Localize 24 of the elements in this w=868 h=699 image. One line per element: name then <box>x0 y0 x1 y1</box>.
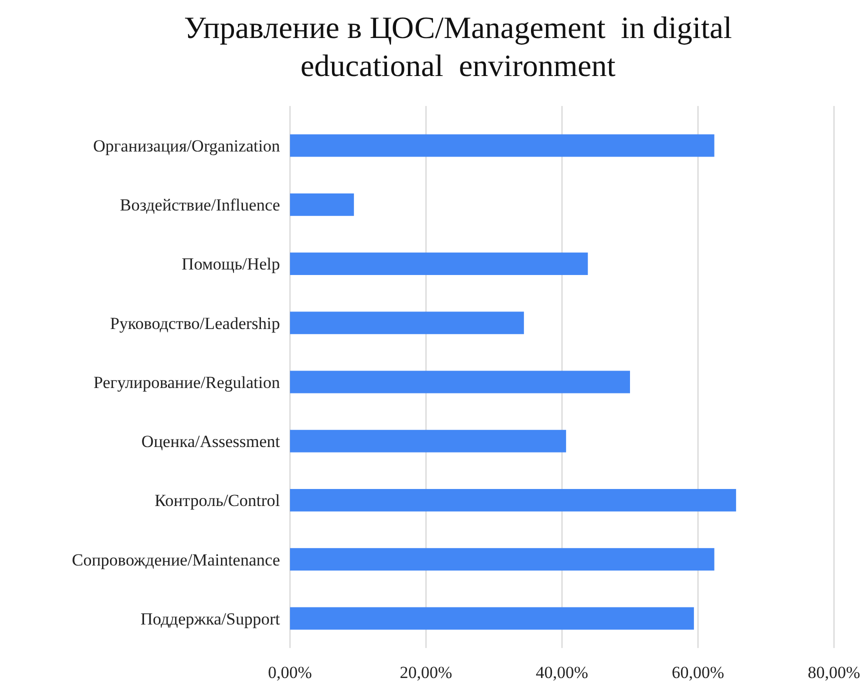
x-tick-label: 0,00% <box>268 663 312 682</box>
bar <box>290 488 736 512</box>
y-tick-label: Контроль/Control <box>154 491 280 510</box>
y-tick-label: Поддержка/Support <box>140 609 280 628</box>
x-tick-label: 60,00% <box>672 663 724 682</box>
y-tick-label: Воздействие/Influence <box>120 196 280 215</box>
y-tick-label: Помощь/Help <box>182 254 280 274</box>
x-tick-label: 80,00% <box>808 663 860 682</box>
bar <box>290 252 588 276</box>
y-tick-label: Оценка/Assessment <box>141 432 280 452</box>
y-tick-label: Организация/Organization <box>93 136 280 156</box>
bar <box>290 312 524 334</box>
chart-title: Управление в ЦОС/Management in digital educational environment <box>184 10 732 83</box>
y-tick-label: Сопровождение/Maintenance <box>72 550 280 570</box>
bar <box>290 370 630 394</box>
y-tick-label: Регулирование/Regulation <box>94 372 280 392</box>
bar <box>290 548 714 571</box>
bar <box>290 607 694 630</box>
bar <box>290 430 566 452</box>
bar <box>290 193 354 216</box>
x-tick-label: 40,00% <box>536 663 588 682</box>
bar <box>290 134 714 157</box>
x-tick-label: 20,00% <box>400 663 452 682</box>
y-tick-label: Руководство/Leadership <box>110 314 280 333</box>
